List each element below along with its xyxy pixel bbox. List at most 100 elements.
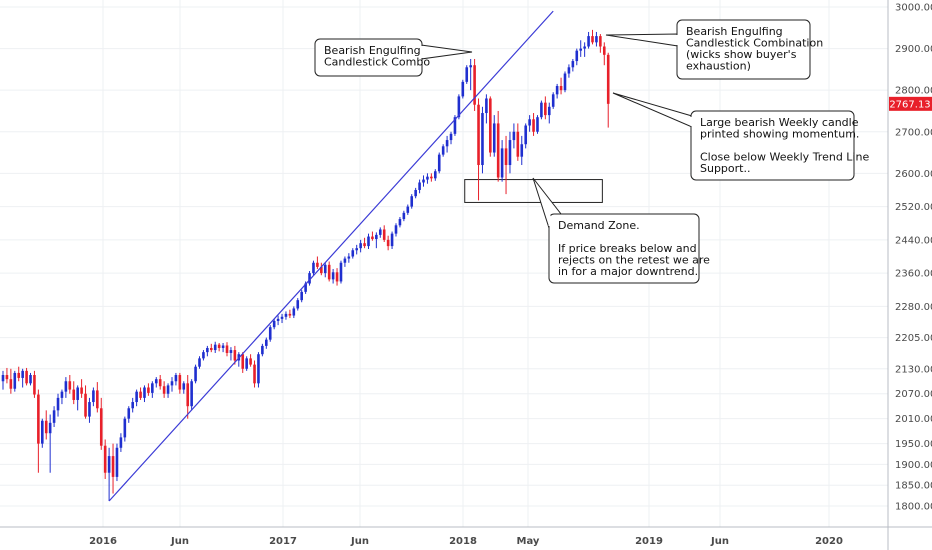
candle [473, 58, 476, 111]
candle [48, 414, 52, 473]
candle-body [154, 379, 158, 384]
candle-body [390, 233, 394, 247]
candle [536, 115, 539, 134]
candle-body [52, 410, 56, 423]
candle-body [158, 379, 162, 387]
candle [335, 268, 339, 286]
candle [68, 375, 72, 394]
callout-momentum-pointer [612, 92, 693, 128]
candle [115, 443, 119, 482]
candle [312, 260, 315, 276]
candle-body [323, 264, 327, 274]
candle-body [151, 383, 154, 393]
candle [139, 387, 142, 400]
candle [88, 397, 91, 423]
candle-body [206, 347, 209, 353]
y-tick-label: 2440.00 [895, 235, 932, 246]
candle-body [378, 229, 382, 235]
y-tick-label: 1900.00 [895, 460, 932, 471]
candle-body [571, 61, 575, 68]
candle [378, 227, 382, 238]
candle-body [60, 391, 64, 398]
candle-body [461, 81, 465, 97]
candle [382, 225, 386, 242]
y-tick-label: 2280.00 [895, 302, 932, 313]
candle-body [567, 67, 571, 74]
candle [127, 406, 131, 423]
candle-body [135, 391, 138, 403]
callout-combo-text: Candlestick Combo [324, 56, 430, 69]
candle [268, 325, 272, 342]
candle-body [221, 345, 225, 348]
candle-body [489, 98, 492, 153]
candle-body [99, 408, 103, 446]
candle [209, 343, 213, 353]
y-tick-label: 2130.00 [895, 364, 932, 375]
candle-body [347, 256, 351, 259]
candle-body [375, 234, 378, 240]
candle-body [465, 67, 469, 82]
candle-body [41, 420, 44, 444]
candle [213, 341, 217, 353]
candle [111, 443, 115, 494]
callout-demand-zone-text: Demand Zone. [558, 219, 640, 232]
callout-combination-text: Candlestick Combination [686, 37, 823, 50]
candle-body [473, 65, 476, 105]
y-tick-label: 1950.00 [895, 439, 932, 450]
candle [544, 96, 547, 120]
candle-body [386, 239, 390, 247]
candle-body [64, 381, 68, 392]
candle-body [371, 236, 374, 240]
candle [453, 115, 457, 136]
candle-body [367, 236, 370, 247]
candle-body [453, 117, 457, 134]
candle-body [331, 272, 335, 280]
candle [154, 377, 158, 388]
candle-body [296, 300, 300, 309]
candle [386, 235, 390, 251]
candle [123, 416, 127, 442]
candle [555, 83, 559, 99]
candle-body [492, 123, 496, 153]
candle [351, 248, 355, 259]
candle-body [261, 345, 264, 355]
candle [347, 253, 351, 263]
candle [276, 315, 280, 326]
candle [198, 356, 201, 369]
candle [21, 368, 24, 388]
candle [492, 115, 496, 157]
candle [194, 364, 197, 384]
candle [44, 410, 48, 440]
candle-body [402, 212, 406, 220]
last-price-tag [889, 96, 932, 111]
x-tick-label: 2019 [635, 536, 663, 547]
candle [485, 94, 488, 124]
candle-body [327, 264, 331, 280]
callout-momentum-text: Large bearish Weekly candle [700, 116, 859, 129]
candle [257, 352, 260, 388]
candle-body [563, 73, 567, 91]
x-tick-label: 2016 [89, 536, 117, 547]
candle [540, 100, 543, 120]
candle [398, 216, 402, 228]
candle-body [481, 113, 484, 166]
candle-body [119, 437, 123, 448]
candle-body [587, 36, 590, 47]
candle [367, 233, 370, 250]
candle-body [591, 36, 594, 43]
candle [559, 77, 563, 95]
candle-body [394, 225, 398, 234]
candle-body [5, 375, 9, 380]
candle [343, 256, 347, 267]
candle-body [434, 171, 437, 179]
candle-body [147, 387, 150, 393]
candle-body [131, 402, 134, 409]
candle-body [103, 445, 107, 473]
candle [587, 31, 590, 49]
candle-body [508, 140, 512, 166]
candle-body [29, 375, 32, 384]
y-tick-label: 2800.00 [895, 86, 932, 97]
candle-body [217, 344, 221, 348]
candle-body [241, 354, 245, 369]
